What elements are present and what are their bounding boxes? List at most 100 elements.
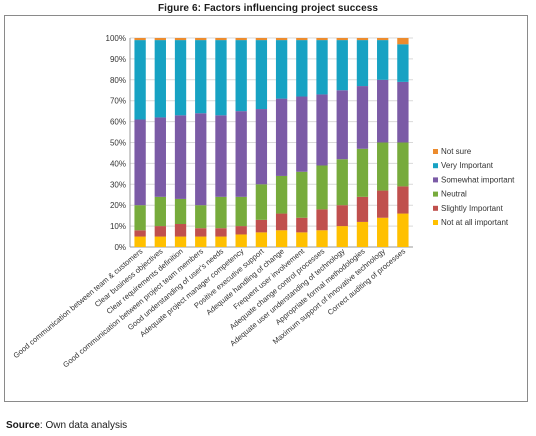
- bar-segment-neutral: [336, 159, 348, 206]
- bar-segment-neutral: [215, 196, 227, 229]
- bar-segment-not-sure: [316, 38, 328, 41]
- bar-segment-somewhat-important: [154, 117, 166, 197]
- bar-segment-not-at-all-important: [174, 236, 187, 247]
- legend-swatch: [433, 149, 438, 154]
- bar-segment-neutral: [377, 142, 389, 191]
- bar-segment-slightly-important: [316, 209, 328, 231]
- bar-segment-somewhat-important: [356, 86, 369, 149]
- legend-swatch: [433, 205, 438, 211]
- bar-segment-neutral: [296, 171, 308, 218]
- legend-swatch: [433, 191, 438, 197]
- bar-segment-somewhat-important: [296, 96, 308, 172]
- y-tick-label: 0%: [114, 243, 126, 252]
- bar-segment-slightly-important: [174, 224, 187, 237]
- bar-segment-very-important: [316, 40, 328, 95]
- bar-segment-slightly-important: [195, 228, 207, 237]
- bar-segment-not-at-all-important: [377, 217, 389, 247]
- bar-segment-slightly-important: [134, 230, 146, 237]
- bar-segment-somewhat-important: [316, 94, 328, 166]
- bar-segment-very-important: [154, 40, 166, 118]
- bar-segment-not-sure: [255, 38, 268, 41]
- bar-segment-very-important: [195, 40, 207, 114]
- bar-segment-not-at-all-important: [336, 226, 348, 247]
- bar-segment-not-sure: [154, 38, 166, 41]
- bar-segment-neutral: [255, 184, 268, 220]
- source-label: Source: [6, 420, 40, 431]
- bar-segment-somewhat-important: [397, 81, 409, 143]
- legend-label: Neutral: [441, 190, 467, 199]
- bar-segment-slightly-important: [397, 186, 409, 214]
- bar-segment-not-sure: [134, 38, 146, 41]
- bar-segment-very-important: [336, 40, 348, 91]
- source-note: Source: Own data analysis: [6, 420, 127, 431]
- bar-segment-not-at-all-important: [356, 221, 369, 247]
- bar-segment-not-sure: [397, 38, 409, 45]
- bar-segment-not-at-all-important: [296, 232, 308, 247]
- y-tick-label: 60%: [110, 118, 126, 127]
- bar-segment-not-at-all-important: [134, 236, 146, 247]
- bar-segment-slightly-important: [215, 228, 227, 237]
- bar-segment-not-sure: [235, 38, 247, 41]
- bar-segment-very-important: [397, 44, 409, 82]
- x-category-label: Good communication between project team …: [61, 247, 205, 370]
- bar-segment-neutral: [154, 196, 166, 227]
- legend-label: Somewhat important: [441, 175, 515, 184]
- bar-segment-slightly-important: [296, 217, 308, 233]
- bar-segment-slightly-important: [336, 205, 348, 227]
- bar-segment-not-sure: [215, 38, 227, 41]
- bar-segment-somewhat-important: [215, 115, 227, 197]
- bar-segment-not-at-all-important: [154, 236, 166, 247]
- y-tick-label: 90%: [110, 55, 126, 64]
- legend-label: Not sure: [441, 147, 472, 156]
- bar-segment-neutral: [195, 205, 207, 229]
- bar-segment-somewhat-important: [195, 113, 207, 206]
- bar-segment-neutral: [275, 175, 288, 214]
- bar-segment-neutral: [235, 196, 247, 227]
- legend-label: Slightly Important: [441, 204, 504, 213]
- y-tick-label: 20%: [110, 201, 126, 210]
- bar-segment-not-sure: [356, 38, 369, 41]
- y-tick-label: 40%: [110, 159, 126, 168]
- bar-segment-very-important: [377, 40, 389, 80]
- bar-segment-somewhat-important: [235, 111, 247, 197]
- bar-segment-not-sure: [336, 38, 348, 41]
- bar-segment-very-important: [134, 40, 146, 120]
- bar-segment-not-at-all-important: [215, 236, 227, 247]
- bar-segment-somewhat-important: [377, 79, 389, 143]
- bar-segment-not-sure: [195, 38, 207, 41]
- bar-segment-not-sure: [174, 38, 187, 41]
- bar-segment-neutral: [174, 198, 187, 225]
- legend-swatch: [433, 177, 438, 183]
- bar-segment-not-at-all-important: [316, 230, 328, 247]
- bar-segment-very-important: [296, 40, 308, 97]
- stacked-bar-chart: 0% 10% 20% 30% 40% 50% 60% 70% 80% 90% 100% Good co…: [12, 34, 516, 370]
- y-tick-label: 30%: [110, 180, 126, 189]
- bar-segment-slightly-important: [235, 226, 247, 235]
- bar-segment-not-at-all-important: [255, 232, 268, 247]
- y-tick-label: 50%: [110, 139, 126, 148]
- bar-segment-not-at-all-important: [235, 234, 247, 247]
- bar-segment-very-important: [235, 40, 247, 112]
- bar-segment-slightly-important: [275, 213, 288, 231]
- bar-segment-somewhat-important: [255, 109, 268, 185]
- bar-segment-neutral: [356, 148, 369, 197]
- bar-segment-not-sure: [296, 38, 308, 41]
- legend-swatch: [433, 163, 438, 169]
- bar-segment-not-sure: [377, 38, 389, 41]
- figure-title: Figure 6: Factors influencing project su…: [157, 3, 379, 14]
- bar-segment-neutral: [316, 165, 328, 210]
- bar-segment-somewhat-important: [174, 115, 187, 199]
- legend-swatch: [433, 220, 438, 225]
- bar-segment-not-at-all-important: [195, 236, 207, 247]
- bar-segment-very-important: [174, 40, 187, 116]
- bar-segment-very-important: [255, 40, 268, 110]
- source-text: : Own data analysis: [39, 420, 128, 431]
- bar-segment-somewhat-important: [134, 119, 146, 206]
- bar-segment-not-at-all-important: [275, 230, 288, 247]
- y-tick-label: 80%: [110, 76, 126, 85]
- bar-segment-very-important: [215, 40, 227, 116]
- bar-segment-neutral: [397, 142, 409, 187]
- bar-segment-somewhat-important: [336, 90, 348, 160]
- y-tick-label: 70%: [110, 97, 126, 106]
- bar-segment-neutral: [134, 205, 146, 231]
